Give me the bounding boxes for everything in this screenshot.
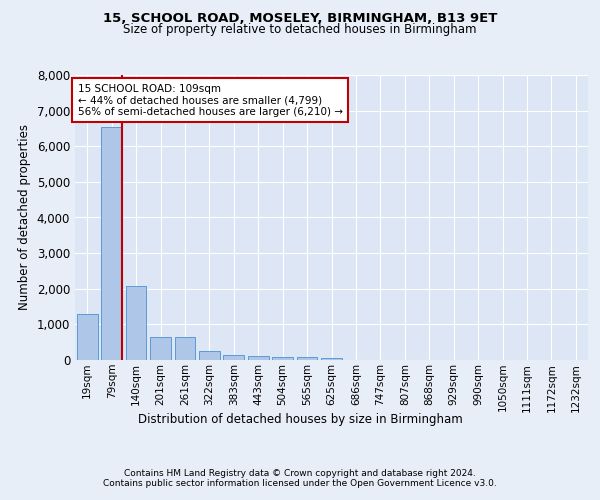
- Bar: [199, 350, 220, 360]
- Text: 15 SCHOOL ROAD: 109sqm
← 44% of detached houses are smaller (4,799)
56% of semi-: 15 SCHOOL ROAD: 109sqm ← 44% of detached…: [77, 84, 343, 116]
- Bar: [77, 314, 98, 360]
- Bar: [321, 358, 342, 360]
- Y-axis label: Number of detached properties: Number of detached properties: [18, 124, 31, 310]
- Bar: [125, 286, 146, 360]
- Bar: [248, 356, 269, 360]
- Bar: [272, 357, 293, 360]
- Text: Size of property relative to detached houses in Birmingham: Size of property relative to detached ho…: [123, 22, 477, 36]
- Bar: [223, 356, 244, 360]
- Bar: [175, 337, 196, 360]
- Text: Contains HM Land Registry data © Crown copyright and database right 2024.: Contains HM Land Registry data © Crown c…: [124, 468, 476, 477]
- Text: Contains public sector information licensed under the Open Government Licence v3: Contains public sector information licen…: [103, 478, 497, 488]
- Bar: [150, 337, 171, 360]
- Text: Distribution of detached houses by size in Birmingham: Distribution of detached houses by size …: [137, 412, 463, 426]
- Bar: [296, 357, 317, 360]
- Bar: [101, 126, 122, 360]
- Text: 15, SCHOOL ROAD, MOSELEY, BIRMINGHAM, B13 9ET: 15, SCHOOL ROAD, MOSELEY, BIRMINGHAM, B1…: [103, 12, 497, 26]
